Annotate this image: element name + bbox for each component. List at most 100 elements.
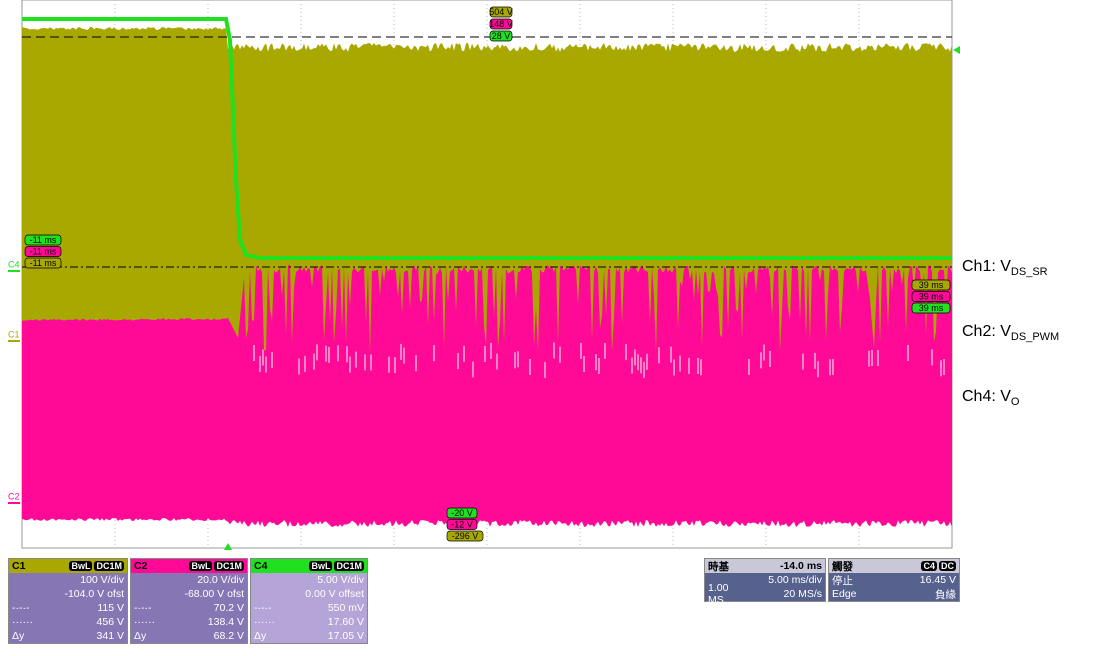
panel-header: 時基 -14.0 ms xyxy=(705,559,825,573)
marker-box xyxy=(489,30,513,42)
panel-row: 5.00 ms/div xyxy=(705,573,825,587)
panel-row: 100 V/div xyxy=(9,573,127,587)
panel-name: C4 xyxy=(254,560,268,572)
row-value: 550 mV xyxy=(327,602,364,614)
channel-tag: C1 xyxy=(8,329,20,339)
row-value: 115 V xyxy=(97,602,124,614)
legend-text: Ch1: V xyxy=(962,258,1011,275)
row-label: Δy xyxy=(134,630,147,642)
panel-name: C1 xyxy=(12,560,26,572)
panel-name: C2 xyxy=(134,560,148,572)
panel-tag: DC1M xyxy=(334,561,364,571)
row-label: Δy xyxy=(254,630,267,642)
row-value: -68.00 V ofst xyxy=(184,588,244,600)
marker-label: 504 V xyxy=(489,7,513,17)
row-value: 17.05 V xyxy=(327,630,364,642)
marker-label: -12 V xyxy=(451,519,473,529)
row-value: 20.0 V/div xyxy=(197,574,244,586)
panel-row: -·-·- 115 V xyxy=(9,601,127,615)
trigger-level-arrow xyxy=(953,46,960,54)
row-value: 68.2 V xyxy=(213,630,244,642)
panel-header: C4 BwL DC1M xyxy=(251,559,367,573)
row-label: 停止 xyxy=(832,574,853,587)
panel-row: 0.00 V offset xyxy=(251,587,367,601)
panel-row: 停止 16.45 V xyxy=(829,573,959,587)
panel-row: 5.00 V/div xyxy=(251,573,367,587)
panel-row: 20.0 V/div xyxy=(131,573,247,587)
panel-row: Δy 68.2 V xyxy=(131,629,247,643)
row-label: -·-·- xyxy=(12,602,30,614)
marker-label: 39 ms xyxy=(919,291,944,301)
marker-box xyxy=(489,18,513,30)
channel-panel: C1 BwL DC1M 100 V/div -104.0 V ofst -·-·- 115 … xyxy=(8,558,128,644)
panel-tag: BwL xyxy=(309,561,333,571)
channel-panel: C4 BwL DC1M 5.00 V/div 0.00 V offset -·-·- 550… xyxy=(250,558,368,644)
marker-label: -11 ms xyxy=(30,246,57,256)
legend-text: Ch2: V xyxy=(962,323,1011,340)
panel-tag: DC xyxy=(939,561,956,571)
marker-box xyxy=(911,279,951,291)
row-value: 138.4 V xyxy=(207,616,244,628)
row-label: -·-·- xyxy=(254,602,272,614)
legend-entry: Ch1: VDS_SR xyxy=(962,258,1048,278)
panel-row: Δy 17.05 V xyxy=(251,629,367,643)
row-label: Edge xyxy=(832,588,857,600)
marker-box xyxy=(911,291,951,302)
waveforms xyxy=(22,17,952,527)
row-value: -104.0 V ofst xyxy=(64,588,124,600)
markers: 504 V -11 ms 39 ms -20 V 148 V -11 ms 39 ms -12… xyxy=(8,6,951,542)
marker-box xyxy=(24,257,62,269)
ch1-trace xyxy=(22,27,952,354)
row-value: 341 V xyxy=(96,630,124,642)
marker-label: -20 V xyxy=(451,508,473,518)
panel-name: 觸發 xyxy=(832,560,853,573)
legend-text: Ch4: V xyxy=(962,388,1011,405)
channel-tag: C4 xyxy=(8,259,20,269)
row-label: -·-·- xyxy=(134,602,152,614)
timebase-panel: 時基 -14.0 ms 5.00 ms/div 1.00 MS 20 MS/s xyxy=(704,558,826,606)
panel-row: Edge 負緣 xyxy=(829,587,959,601)
legend-subscript: DS_PWM xyxy=(1010,331,1060,344)
marker-label: 148 V xyxy=(489,19,513,29)
trigger-panel: 觸發 C4 DC 停止 16.45 V Edge 負緣 xyxy=(828,558,960,602)
channel-panel: C2 BwL DC1M 20.0 V/div -68.00 V ofst -·-·- 70.… xyxy=(130,558,248,644)
marker-label: -296 V xyxy=(452,531,479,541)
ch4-trace xyxy=(22,17,952,260)
row-label: ······ xyxy=(254,616,275,628)
marker-label: -11 ms xyxy=(30,235,57,245)
row-value: 20 MS/s xyxy=(783,588,822,600)
panel-tag: BwL xyxy=(69,561,93,571)
marker-label: 28 V xyxy=(492,31,511,41)
panel-tag: BwL xyxy=(189,561,213,571)
row-value: 5.00 V/div xyxy=(317,574,364,586)
panel-tag: DC1M xyxy=(94,561,124,571)
marker-box xyxy=(489,6,513,18)
legend-subscript: DS_SR xyxy=(1010,266,1048,279)
row-label: 1.00 MS xyxy=(708,582,729,606)
panel-row: ······ 138.4 V xyxy=(131,615,247,629)
marker-box xyxy=(24,246,62,257)
marker-box xyxy=(446,530,484,542)
channel-tag: C2 xyxy=(8,491,20,501)
legend-entry: Ch4: VO xyxy=(962,388,1019,408)
ch2-trace xyxy=(22,265,952,527)
panel-tag: DC1M xyxy=(214,561,244,571)
row-value: 5.00 ms/div xyxy=(768,574,822,586)
legend-entry: Ch2: VDS_PWM xyxy=(962,323,1059,343)
panel-row: 1.00 MS 20 MS/s xyxy=(705,582,825,606)
panel-row: -68.00 V ofst xyxy=(131,587,247,601)
timebase-delay: -14.0 ms xyxy=(779,560,822,572)
panel-tag: C4 xyxy=(921,561,937,571)
trigger-position-arrow xyxy=(224,543,232,550)
row-value: 100 V/div xyxy=(80,574,124,586)
scope-screen: 504 V -11 ms 39 ms -20 V 148 V -11 ms 39 ms -12… xyxy=(8,0,960,550)
row-label: Δy xyxy=(12,630,25,642)
panel-header: C2 BwL DC1M xyxy=(131,559,247,573)
panel-row: ······ 17.60 V xyxy=(251,615,367,629)
panel-name: 時基 xyxy=(708,560,729,573)
row-value: 70.2 V xyxy=(213,602,244,614)
row-value: 16.45 V xyxy=(919,574,956,586)
row-label: ······ xyxy=(134,616,155,628)
panel-row: Δy 341 V xyxy=(9,629,127,643)
